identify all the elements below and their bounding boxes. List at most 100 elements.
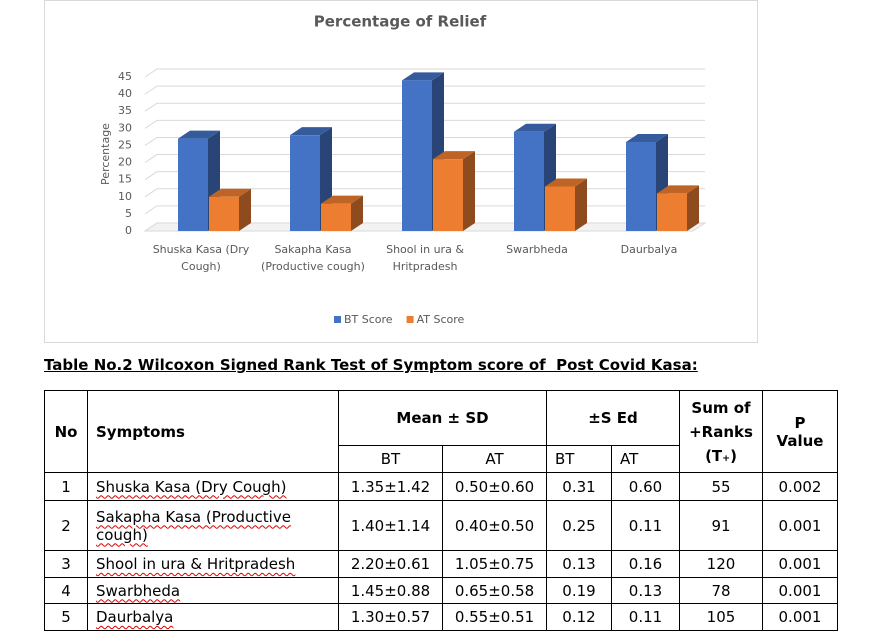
cell-text: 4: [61, 581, 71, 600]
subheader-cell: AT: [442, 445, 547, 473]
table-cell: 3: [44, 550, 88, 578]
cell-text: 0.11: [628, 516, 663, 535]
cell-text: 1.05±0.75: [454, 555, 535, 573]
cell-text: 1.30±0.57: [350, 608, 431, 626]
cell-text: 0.13: [562, 555, 596, 573]
chart-title: Percentage of Relief: [314, 13, 487, 31]
subheader-cell: AT: [611, 445, 680, 473]
y-tick-label: 40: [118, 87, 132, 100]
x-tick-label: Daurbalya: [620, 243, 678, 256]
bar-top: [290, 127, 332, 136]
table-cell: Daurbalya: [87, 603, 339, 631]
y-axis-label: Percentage: [99, 123, 112, 185]
table-cell: 0.40±0.50: [442, 500, 547, 551]
cell-text: Sakapha Kasa (Productive cough): [96, 507, 291, 544]
bar: [209, 196, 239, 231]
cell-text: Shuska Kasa (Dry Cough): [96, 477, 287, 496]
header-cell: No: [44, 390, 88, 473]
table-cell: 1.45±0.88: [338, 577, 443, 604]
header-cell: Symptoms: [87, 390, 339, 473]
y-tick-label: 25: [118, 138, 132, 151]
cell-text: 0.11: [628, 608, 663, 626]
cell-text: 1: [61, 477, 71, 496]
cell-text: 0.55±0.51: [454, 608, 535, 626]
bar: [290, 135, 320, 231]
bar-side: [575, 178, 587, 231]
table-cell: 2: [44, 500, 88, 551]
cell-text: 0.65±0.58: [454, 581, 535, 600]
y-tick-label: 20: [118, 156, 132, 169]
table-cell: 78: [679, 577, 763, 604]
table-row: 2 Sakapha Kasa (Productive cough) 1.40±1.1…: [44, 500, 838, 551]
cell-text: 0.40±0.50: [454, 516, 535, 535]
table-cell: 0.65±0.58: [442, 577, 547, 604]
bar: [545, 186, 575, 231]
cell-text: 5: [61, 608, 71, 626]
table-cell: 105: [679, 603, 763, 631]
table-cell: Shuska Kasa (Dry Cough): [87, 472, 339, 501]
cell-text: 0.001: [778, 581, 822, 600]
cell-text: 78: [711, 581, 731, 600]
y-tick-label: 15: [118, 173, 132, 186]
cell-text: 0.13: [628, 581, 663, 600]
cell-text: 1.35±1.42: [350, 477, 431, 496]
header-cell: ±S Ed: [546, 390, 680, 446]
bar-top: [545, 178, 587, 187]
cell-text: 0.001: [778, 608, 822, 626]
cell-text: 120: [706, 555, 736, 573]
x-tick-label: Sakapha Kasa (Productive cough): [261, 243, 365, 273]
table-cell: 120: [679, 550, 763, 578]
table-cell: 0.11: [611, 500, 680, 551]
cell-text: Daurbalya: [96, 608, 174, 626]
y-tick-label: 10: [118, 190, 132, 203]
y-tick-label: 5: [125, 207, 132, 220]
cell-text: 0.31: [562, 477, 596, 496]
header-cell: Mean ± SD: [338, 390, 547, 446]
cell-text: 1.40±1.14: [350, 516, 431, 535]
cell-text: 0.001: [778, 555, 822, 573]
header-cell: P Value: [762, 390, 838, 473]
table-row: 3 Shool in ura & Hritpradesh 2.20±0.61 1.05…: [44, 550, 838, 578]
table-cell: 0.002: [762, 472, 838, 501]
table-cell: 0.19: [546, 577, 612, 604]
bar: [514, 131, 544, 231]
x-tick-label: Swarbheda: [506, 243, 568, 256]
subheader-cell: BT: [338, 445, 443, 473]
bar-side: [351, 195, 363, 231]
bar-top: [209, 188, 251, 197]
table-cell: Shool in ura & Hritpradesh: [87, 550, 339, 578]
bar: [402, 80, 432, 231]
table-cell: 0.001: [762, 550, 838, 578]
cell-text: Swarbheda: [96, 581, 181, 600]
legend-swatch: [334, 316, 341, 323]
table-cell: 0.60: [611, 472, 680, 501]
grid-line: [144, 102, 705, 112]
table-cell: 0.12: [546, 603, 612, 631]
table-cell: 0.001: [762, 500, 838, 551]
cell-text: 55: [711, 477, 731, 496]
bar-top: [626, 134, 668, 143]
cell-text: 2: [61, 516, 71, 535]
table-cell: Swarbheda: [87, 577, 339, 604]
x-tick-label: Shool in ura & Hritpradesh: [386, 243, 464, 273]
table-cell: 1: [44, 472, 88, 501]
table-cell: 1.40±1.14: [338, 500, 443, 551]
legend-swatch: [406, 316, 414, 323]
y-tick-label: 45: [118, 70, 132, 83]
table: No Symptoms Mean ± SD ±S Ed Sum of +Rank…: [44, 390, 838, 631]
x-tick-label: Shuska Kasa (Dry Cough): [152, 243, 250, 273]
table-cell: Sakapha Kasa (Productive cough): [87, 500, 339, 551]
chart: Percentage of Relief Percentage 0 5 10 15 20…: [99, 13, 707, 326]
bar: [178, 138, 208, 231]
cell-text: 2.20±0.61: [350, 555, 431, 573]
table-cell: 55: [679, 472, 763, 501]
table-cell: 0.55±0.51: [442, 603, 547, 631]
bar-side: [687, 185, 699, 231]
header-cell: Sum of +Ranks (T₊): [679, 390, 763, 473]
bar-side: [463, 151, 475, 231]
subheader-cell: BT: [546, 445, 612, 473]
cell-text: 0.25: [562, 516, 596, 535]
cell-text: 3: [61, 555, 71, 573]
table-cell: 0.50±0.60: [442, 472, 547, 501]
